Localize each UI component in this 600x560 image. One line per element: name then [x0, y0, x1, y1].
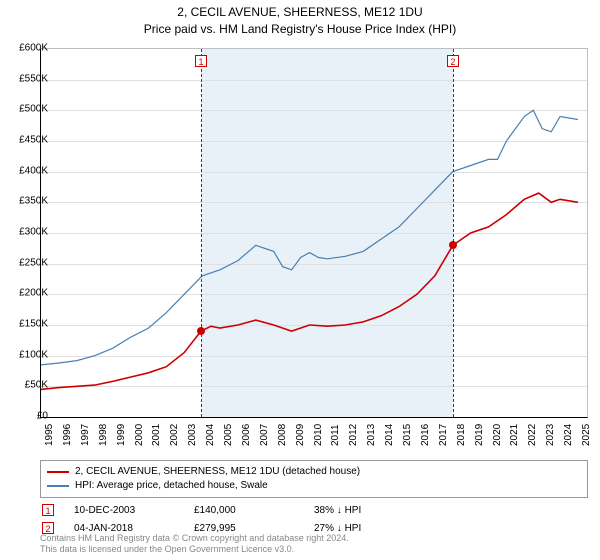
x-tick-label: 2001	[151, 424, 162, 446]
x-tick-label: 1996	[62, 424, 73, 446]
sale-price: £140,000	[194, 505, 294, 516]
series-hpi	[41, 110, 578, 365]
x-tick-label: 2024	[563, 424, 574, 446]
chart-title: 2, CECIL AVENUE, SHEERNESS, ME12 1DU Pri…	[0, 0, 600, 38]
series-price_paid	[41, 193, 578, 389]
x-tick-label: 2017	[438, 424, 449, 446]
legend-row: 2, CECIL AVENUE, SHEERNESS, ME12 1DU (de…	[47, 465, 581, 479]
title-line-1: 2, CECIL AVENUE, SHEERNESS, ME12 1DU	[0, 4, 600, 21]
x-tick-label: 2020	[492, 424, 503, 446]
footer-line-2: This data is licensed under the Open Gov…	[40, 544, 349, 556]
x-tick-label: 2009	[295, 424, 306, 446]
marker-vline-2	[453, 49, 454, 417]
x-tick-label: 2006	[241, 424, 252, 446]
sale-diff: 38% ↓ HPI	[314, 505, 414, 516]
legend-swatch	[47, 471, 69, 473]
marker-box-1: 1	[195, 55, 207, 67]
chart-plot-area: 12	[40, 48, 588, 418]
x-tick-label: 2021	[509, 424, 520, 446]
legend-label: HPI: Average price, detached house, Swal…	[75, 479, 268, 493]
x-tick-label: 2022	[527, 424, 538, 446]
x-tick-label: 2013	[366, 424, 377, 446]
footer-line-1: Contains HM Land Registry data © Crown c…	[40, 533, 349, 545]
x-tick-label: 2005	[223, 424, 234, 446]
x-tick-label: 1995	[44, 424, 55, 446]
marker-dot-2	[449, 241, 457, 249]
x-tick-label: 2018	[456, 424, 467, 446]
x-tick-label: 2023	[545, 424, 556, 446]
sale-marker-box: 1	[42, 504, 54, 516]
legend-box: 2, CECIL AVENUE, SHEERNESS, ME12 1DU (de…	[40, 460, 588, 498]
x-tick-label: 2012	[348, 424, 359, 446]
x-tick-label: 2016	[420, 424, 431, 446]
x-tick-label: 2014	[384, 424, 395, 446]
marker-box-2: 2	[447, 55, 459, 67]
x-tick-label: 2019	[474, 424, 485, 446]
x-tick-label: 1998	[98, 424, 109, 446]
x-tick-label: 2015	[402, 424, 413, 446]
sale-date: 10-DEC-2003	[74, 505, 174, 516]
x-tick-label: 1999	[116, 424, 127, 446]
x-tick-label: 2007	[259, 424, 270, 446]
chart-lines	[41, 49, 587, 417]
legend-and-sales: 2, CECIL AVENUE, SHEERNESS, ME12 1DU (de…	[40, 460, 588, 534]
legend-row: HPI: Average price, detached house, Swal…	[47, 479, 581, 493]
title-line-2: Price paid vs. HM Land Registry's House …	[0, 21, 600, 38]
x-tick-label: 2011	[330, 424, 341, 446]
x-tick-label: 2004	[205, 424, 216, 446]
x-tick-label: 2002	[169, 424, 180, 446]
footer-attribution: Contains HM Land Registry data © Crown c…	[40, 533, 349, 556]
x-tick-label: 2008	[277, 424, 288, 446]
x-tick-label: 2003	[187, 424, 198, 446]
marker-vline-1	[201, 49, 202, 417]
sale-row: 1 10-DEC-2003 £140,000 38% ↓ HPI	[40, 504, 588, 516]
x-tick-label: 2010	[313, 424, 324, 446]
legend-label: 2, CECIL AVENUE, SHEERNESS, ME12 1DU (de…	[75, 465, 360, 479]
marker-dot-1	[197, 327, 205, 335]
legend-swatch	[47, 485, 69, 487]
x-tick-label: 2025	[581, 424, 592, 446]
x-tick-label: 2000	[134, 424, 145, 446]
x-tick-label: 1997	[80, 424, 91, 446]
